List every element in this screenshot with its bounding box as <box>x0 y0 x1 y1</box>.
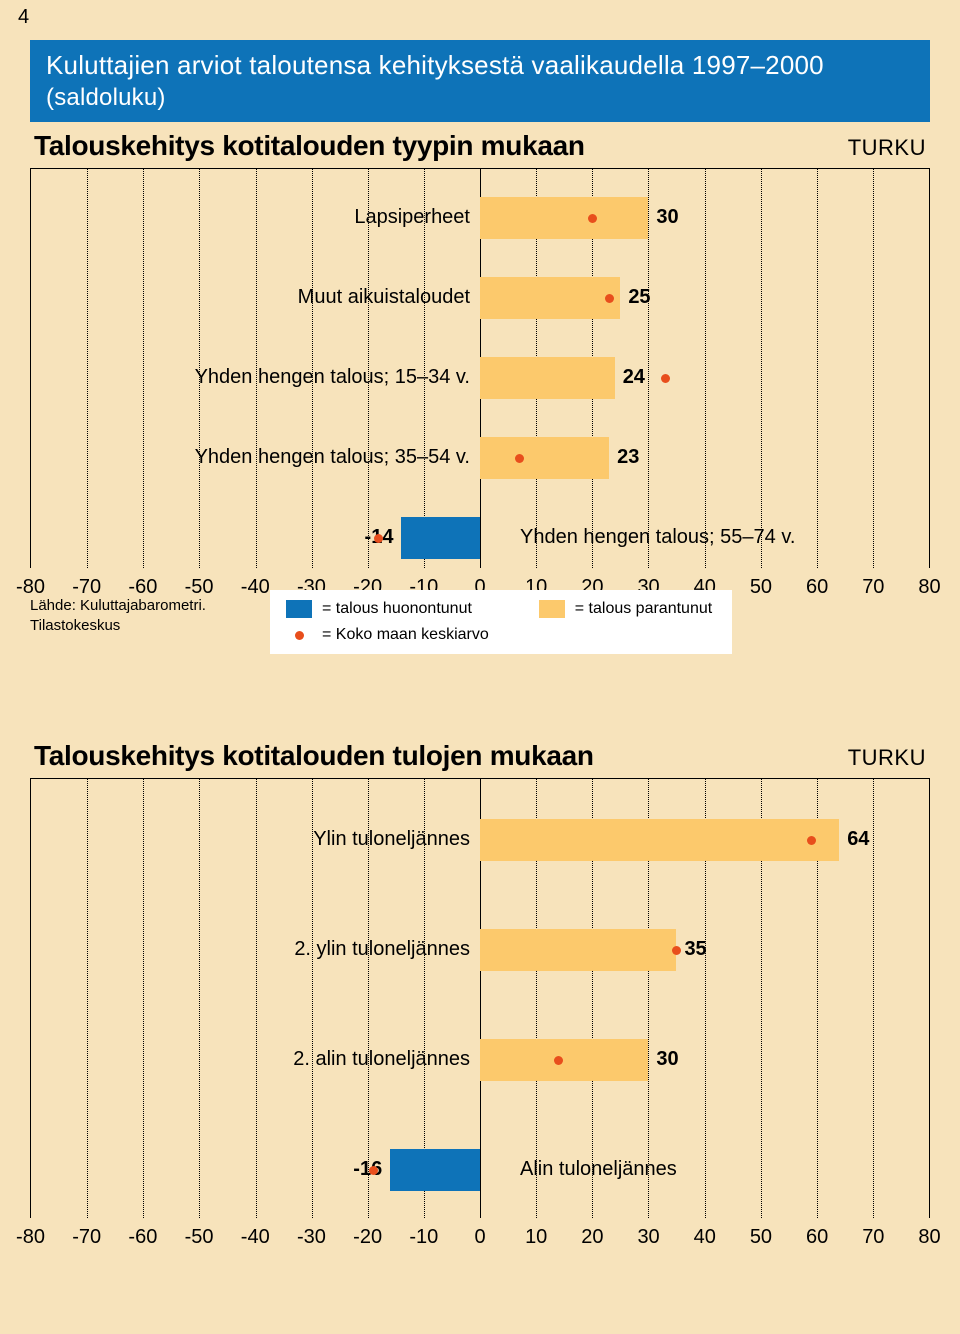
avg-dot <box>807 836 816 845</box>
avg-dot <box>554 1056 563 1065</box>
chart-2-title-row: Talouskehitys kotitalouden tulojen mukaa… <box>30 740 930 778</box>
bar <box>480 277 620 319</box>
bar-value: 24 <box>623 366 645 389</box>
chart-1-axis: -80-70-60-50-40-30-20-100102030405060708… <box>30 568 930 576</box>
bar <box>480 819 839 861</box>
grid-line <box>143 779 144 1218</box>
grid-line <box>873 169 874 568</box>
header-title: Kuluttajien arviot taloutensa kehitykses… <box>46 50 824 80</box>
grid-line <box>761 169 762 568</box>
bar-label: Yhden hengen talous; 15–34 v. <box>195 366 470 389</box>
bar-label: 2. ylin tuloneljännes <box>294 938 470 961</box>
source-line1: Lähde: Kuluttajabarometri. <box>30 597 206 614</box>
header-band: Kuluttajien arviot taloutensa kehitykses… <box>30 40 930 122</box>
bar <box>480 437 609 479</box>
bar-label: Alin tuloneljännes <box>520 1158 677 1181</box>
avg-dot <box>661 374 670 383</box>
grid-line <box>199 779 200 1218</box>
grid-line <box>817 169 818 568</box>
bar <box>480 1039 648 1081</box>
chart-1-title-row: Talouskehitys kotitalouden tyypin mukaan… <box>30 130 930 168</box>
legend-better: = talous parantunut <box>539 600 712 618</box>
bar-label: Ylin tuloneljännes <box>313 828 470 851</box>
bar <box>480 197 648 239</box>
bar-label: Yhden hengen talous; 55–74 v. <box>520 526 795 549</box>
bar-value: 25 <box>628 286 650 309</box>
chart-1-area: Lapsiperheet 30 Muut aikuistaloudet 25 Yhden… <box>30 168 930 568</box>
legend-worse-label: = talous huonontunut <box>322 600 472 618</box>
avg-dot <box>369 1166 378 1175</box>
legend-worse: = talous huonontunut <box>286 600 489 618</box>
bar <box>401 517 480 559</box>
avg-dot <box>605 294 614 303</box>
legend-better-label: = talous parantunut <box>575 600 712 618</box>
legend-row: Lähde: Kuluttajabarometri. Tilastokeskus… <box>30 590 930 654</box>
bar-label: Yhden hengen talous; 35–54 v. <box>195 446 470 469</box>
chart-2-area: Ylin tuloneljännes 64 2. ylin tuloneljänne… <box>30 778 930 1218</box>
bar-value: 30 <box>656 1048 678 1071</box>
page-number: 4 <box>18 6 29 29</box>
swatch-yellow <box>539 600 565 618</box>
chart-2-axis: -80-70-60-50-40-30-20-100102030405060708… <box>30 1218 930 1226</box>
chart-1-location: TURKU <box>848 135 926 161</box>
header-subtitle: (saldoluku) <box>46 84 166 111</box>
legend-box: = talous huonontunut = talous parantunut… <box>270 590 732 654</box>
bar <box>480 929 676 971</box>
avg-dot <box>672 946 681 955</box>
avg-dot <box>588 214 597 223</box>
bar-label: Muut aikuistaloudet <box>298 286 470 309</box>
bar-value: 23 <box>617 446 639 469</box>
legend-avg-label: = Koko maan keskiarvo <box>322 626 489 644</box>
swatch-dot <box>286 631 312 640</box>
source-text: Lähde: Kuluttajabarometri. Tilastokeskus <box>30 590 240 635</box>
bar-value: -16 <box>353 1158 382 1181</box>
chart-1: Talouskehitys kotitalouden tyypin mukaan… <box>30 130 930 576</box>
bar-value: 64 <box>847 828 869 851</box>
chart-1-title: Talouskehitys kotitalouden tyypin mukaan <box>34 130 585 162</box>
bar <box>480 357 615 399</box>
bar <box>390 1149 480 1191</box>
chart-2-location: TURKU <box>848 745 926 771</box>
legend-avg: = Koko maan keskiarvo <box>286 626 489 644</box>
bar-value: 30 <box>656 206 678 229</box>
swatch-blue <box>286 600 312 618</box>
bar-label: Lapsiperheet <box>354 206 470 229</box>
grid-line <box>256 779 257 1218</box>
grid-line <box>143 169 144 568</box>
grid-line <box>648 169 649 568</box>
chart-2: Talouskehitys kotitalouden tulojen mukaa… <box>30 740 930 1226</box>
grid-line <box>87 779 88 1218</box>
avg-dot <box>374 534 383 543</box>
grid-line <box>873 779 874 1218</box>
bar-value: 35 <box>684 938 706 961</box>
bar-label: 2. alin tuloneljännes <box>293 1048 470 1071</box>
avg-dot <box>515 454 524 463</box>
grid-line <box>705 169 706 568</box>
source-line2: Tilastokeskus <box>30 617 120 634</box>
chart-2-title: Talouskehitys kotitalouden tulojen mukaa… <box>34 740 594 772</box>
grid-line <box>87 169 88 568</box>
